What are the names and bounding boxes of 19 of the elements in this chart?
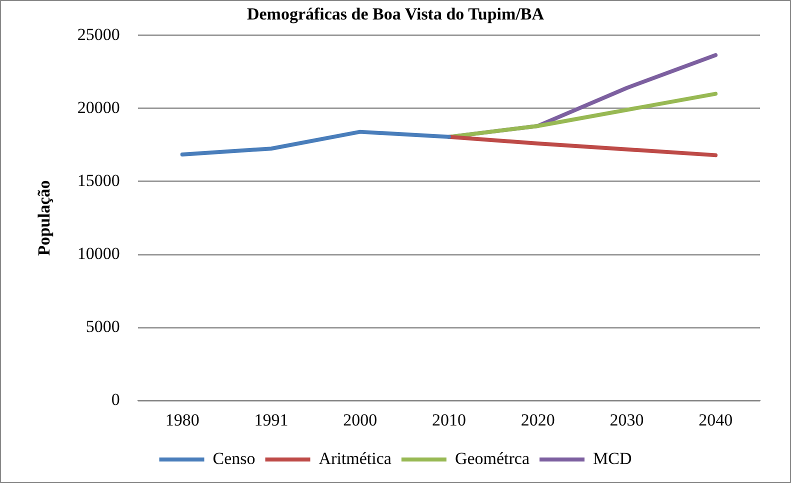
y-tick-label: 25000 [77, 24, 120, 44]
y-tick-label: 0 [111, 390, 120, 410]
x-tick-label: 2020 [520, 410, 555, 430]
y-tick-label: 10000 [77, 244, 120, 263]
y-tick-label: 20000 [77, 98, 120, 117]
x-tick-label: 2000 [343, 410, 378, 430]
legend-label: Aritmética [318, 448, 392, 468]
x-tick-label: 2010 [432, 410, 466, 430]
y-tick-label: 15000 [77, 170, 120, 190]
x-tick-label: 1991 [254, 410, 288, 430]
y-tick-label: 5000 [86, 317, 120, 336]
legend-label: MCD [593, 448, 632, 468]
chart-title: Demográficas de Boa Vista do Tupim/BA [246, 4, 545, 24]
y-axis-title: População [34, 180, 54, 256]
x-tick-label: 1980 [165, 410, 200, 430]
x-tick-label: 2030 [610, 410, 644, 430]
legend-label: Geométrca [454, 448, 530, 468]
legend-label: Censo [212, 448, 256, 468]
x-tick-label: 2040 [698, 410, 733, 430]
